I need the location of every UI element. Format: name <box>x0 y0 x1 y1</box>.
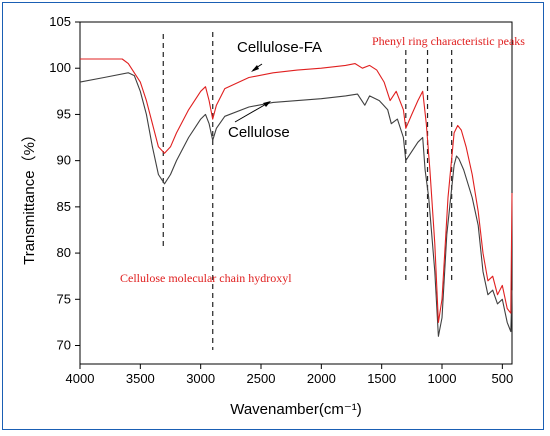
y-axis-label: Transmittance（%） <box>21 127 38 265</box>
label-hydroxyl: Cellulose molecular chain hydroxyl <box>120 271 292 285</box>
x-tick-label: 2000 <box>307 371 336 386</box>
arrow-cellulose <box>234 102 269 123</box>
x-tick-label: 3000 <box>186 371 215 386</box>
arrowhead-cellulose-fa <box>251 65 259 72</box>
x-tick-label: 3500 <box>126 371 155 386</box>
series-cellulose <box>79 72 513 337</box>
label-phenyl-peaks: Phenyl ring characteristic peaks <box>372 34 525 48</box>
x-tick-label: 500 <box>491 371 513 386</box>
y-tick-label: 100 <box>49 60 71 75</box>
x-tick-label: 1500 <box>367 371 396 386</box>
y-tick-label: 80 <box>57 245 71 260</box>
x-axis-label: Wavenamber(cm⁻¹) <box>230 401 362 418</box>
x-tick-label: 4000 <box>66 371 95 386</box>
y-tick-label: 75 <box>57 291 71 306</box>
y-tick-label: 70 <box>57 338 71 353</box>
x-tick-label: 1000 <box>428 371 457 386</box>
plot-area <box>79 21 513 365</box>
y-tick-label: 85 <box>57 199 71 214</box>
arrowhead-cellulose <box>263 101 271 107</box>
x-tick-label: 2500 <box>247 371 276 386</box>
label-cellulose-fa: Cellulose-FA <box>237 39 322 56</box>
y-tick-label: 95 <box>57 106 71 121</box>
label-cellulose: Cellulose <box>228 124 290 141</box>
y-tick-label: 90 <box>57 153 71 168</box>
y-tick-label: 105 <box>49 14 71 29</box>
series-cellulose-fa <box>80 58 513 323</box>
chart-frame <box>2 2 544 430</box>
